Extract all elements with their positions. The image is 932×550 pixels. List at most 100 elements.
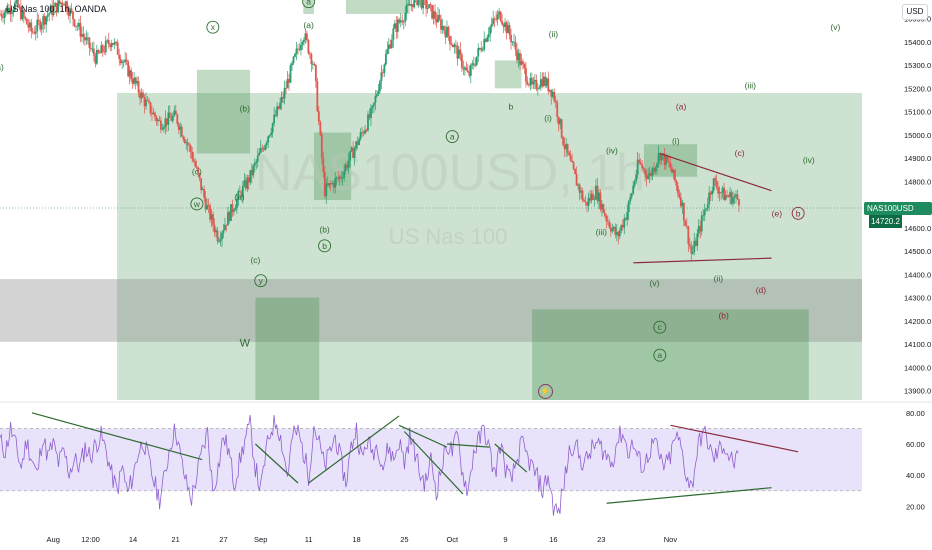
rsi-trendline[interactable] [606, 487, 772, 504]
wave-circle [206, 20, 220, 34]
rsi-tick: 20.00 [906, 502, 925, 511]
rsi-trendline[interactable] [494, 443, 528, 473]
candle-body [629, 197, 632, 202]
candle-body [429, 4, 432, 6]
currency-button[interactable]: USD [902, 4, 928, 20]
candle-body [152, 112, 155, 115]
time-axis[interactable]: Aug 12:00 14 21 27 Sep 11 18 25 Oct 9 16 23 Nov [47, 535, 678, 544]
candle-body [283, 88, 286, 99]
candle-body [167, 112, 170, 125]
candle-body [145, 99, 147, 107]
candle-body [192, 159, 195, 162]
rsi-tick: 40.00 [906, 471, 925, 480]
candle-body [277, 106, 280, 109]
candle-body [88, 37, 91, 48]
rsi-trendline[interactable] [308, 415, 400, 484]
price-tick: 15000.0 [904, 131, 931, 140]
wave-circle [190, 197, 204, 211]
candle-body [449, 35, 451, 44]
candle-body [134, 77, 137, 84]
candle-body [660, 154, 663, 161]
watermark-name: US Nas 100 [389, 224, 508, 249]
candle-body [595, 185, 597, 200]
candle-body [700, 215, 703, 232]
candle-body [608, 222, 611, 228]
candle-body [183, 139, 186, 144]
candle-body [85, 37, 88, 41]
lightning-icon[interactable]: ⚡ [538, 384, 553, 399]
candle-body [368, 114, 371, 119]
candle-body [78, 22, 80, 27]
candle-body [316, 81, 319, 112]
candle-body [615, 232, 618, 235]
candle-body [300, 44, 302, 50]
wave-label: (a) [234, 192, 245, 202]
candle-body [191, 151, 194, 160]
wave-label: (iii) [596, 227, 607, 237]
candle-body [437, 14, 439, 23]
candle-body [484, 39, 487, 42]
candle-body [46, 14, 49, 17]
candle-body [532, 81, 535, 85]
rsi-trendline[interactable] [398, 424, 448, 448]
candle-body [392, 28, 395, 40]
candle-body [231, 204, 234, 212]
triangle-upper-line[interactable] [659, 152, 772, 192]
candle-body [654, 167, 657, 172]
candle-body [121, 61, 124, 64]
candle-body [525, 68, 527, 82]
candle-body [669, 162, 672, 168]
candle-body [358, 139, 360, 145]
rsi-trendline[interactable] [670, 424, 799, 453]
price-tag-symbol: NAS100USD [867, 204, 914, 213]
candle-body [15, 0, 18, 3]
last-price-tag: NAS100USD 14720.2 [864, 202, 932, 228]
candle-body [603, 212, 606, 216]
candle-body [541, 79, 544, 87]
rsi-trendline[interactable] [31, 412, 203, 461]
candle-body [440, 19, 442, 30]
candle-body [401, 20, 404, 23]
candle-body [313, 63, 316, 65]
candle-body [630, 193, 633, 198]
wave-label: (c) [735, 148, 745, 158]
candle-body [13, 2, 16, 11]
analysis-zones [0, 0, 863, 400]
candle-body [718, 192, 721, 194]
zone-green-dark [196, 69, 251, 154]
candle-body [611, 228, 614, 232]
rsi-trendline[interactable] [446, 443, 490, 448]
candle-body [154, 112, 156, 117]
price-tick: 15400.0 [904, 38, 931, 47]
candle-body [717, 187, 720, 194]
candle-body [584, 201, 587, 203]
candle-body [605, 215, 608, 222]
candle-body [413, 0, 416, 8]
candle-body [389, 44, 392, 48]
candle-body [51, 6, 54, 16]
candle-body [398, 19, 401, 23]
candle-body [568, 152, 571, 156]
candle-body [671, 167, 673, 173]
candle-body [617, 232, 620, 237]
candle-body [733, 196, 736, 198]
candle-body [139, 92, 141, 99]
candle-body [347, 160, 350, 168]
triangle-lower-line[interactable] [633, 257, 772, 264]
candle-body [450, 43, 453, 45]
candle-body [495, 19, 498, 20]
candle-body [317, 111, 320, 122]
rsi-trendline[interactable] [403, 431, 464, 495]
candle-body [216, 230, 219, 242]
candle-body [282, 97, 284, 99]
candle-body [566, 143, 569, 153]
candle-body [374, 96, 377, 103]
candle-body [434, 11, 436, 20]
candle-body [569, 155, 572, 161]
rsi-trendline[interactable] [255, 443, 299, 484]
candle-body [471, 63, 474, 65]
rsi-axis[interactable]: 20.00 40.00 60.00 80.00 [906, 409, 925, 512]
candle-body [31, 31, 34, 33]
candle-body [6, 8, 9, 14]
